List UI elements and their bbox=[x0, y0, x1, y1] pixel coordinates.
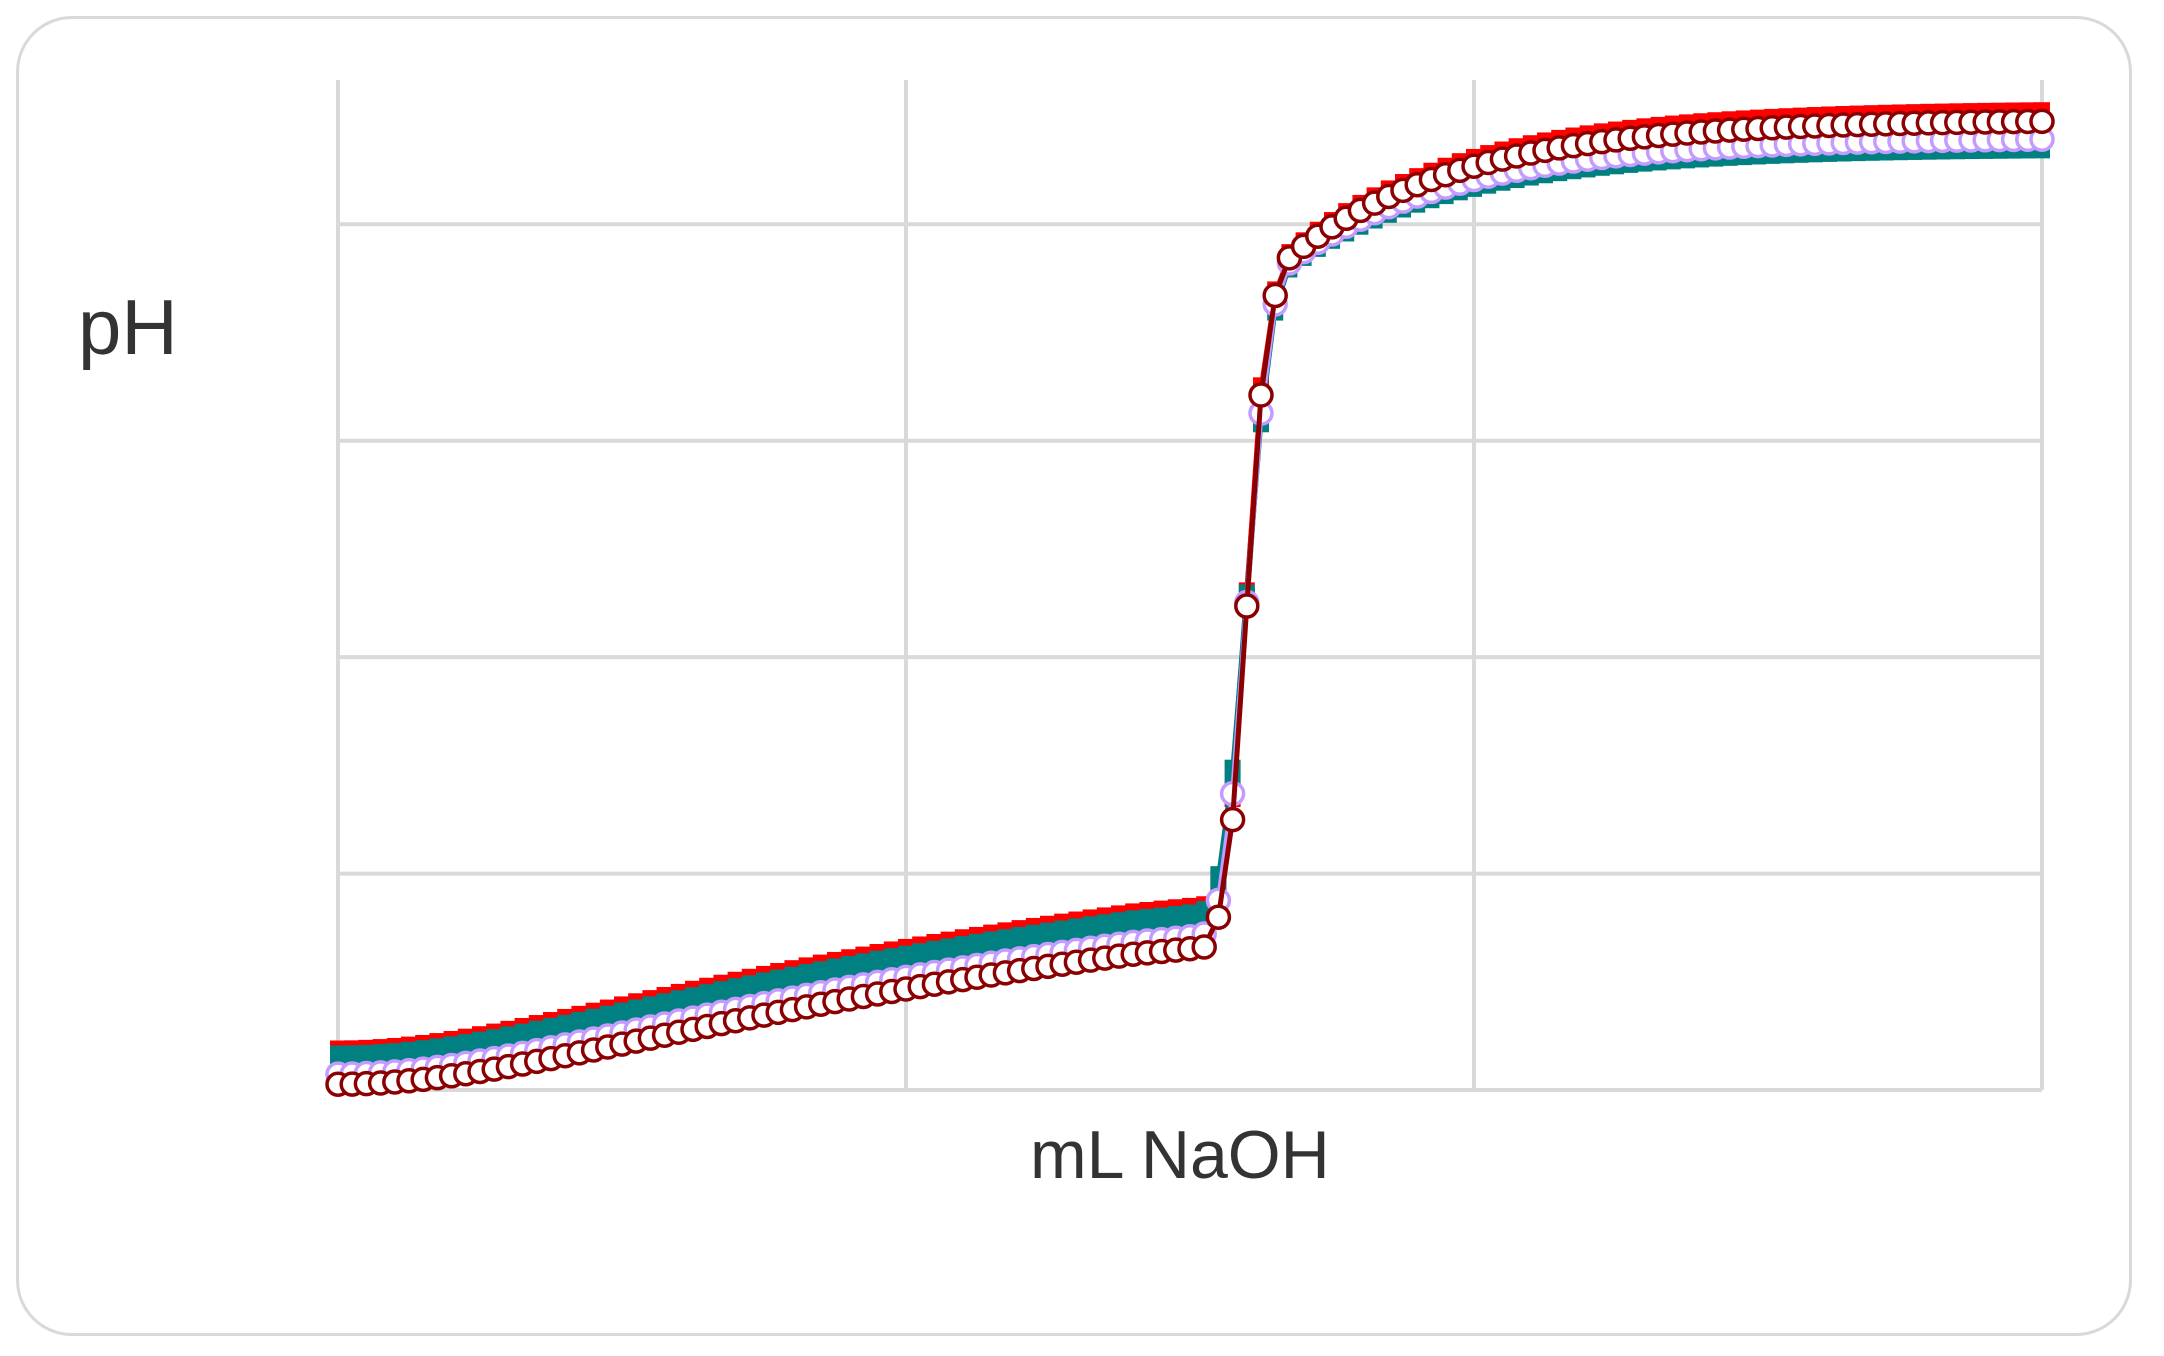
data-point-c bbox=[642, 996, 659, 1021]
data-point-c bbox=[713, 981, 730, 1006]
data-point-c bbox=[1111, 912, 1127, 937]
data-point-c bbox=[912, 943, 929, 968]
data-point-c bbox=[798, 964, 815, 989]
data-point-e bbox=[1191, 934, 1217, 960]
chart-grid bbox=[336, 80, 2044, 1092]
data-point-c bbox=[1040, 922, 1056, 947]
data-point-c bbox=[926, 940, 943, 965]
data-point-c bbox=[841, 955, 858, 980]
data-point-c bbox=[883, 948, 900, 973]
data-point-c bbox=[1011, 926, 1028, 951]
data-point-c bbox=[1096, 914, 1113, 939]
data-point-c bbox=[1182, 904, 1198, 929]
data-point-c bbox=[812, 961, 829, 986]
data-point-e bbox=[1248, 382, 1274, 408]
data-point-e bbox=[1219, 806, 1246, 833]
x-axis-label: mL NaOH bbox=[1030, 1117, 1330, 1193]
data-point-c bbox=[855, 953, 872, 978]
data-point-c bbox=[1125, 910, 1142, 935]
data-point-c bbox=[997, 929, 1014, 954]
data-point-c bbox=[656, 993, 673, 1018]
data-point-c bbox=[699, 984, 716, 1009]
data-point-c bbox=[784, 966, 801, 991]
data-point-c bbox=[983, 931, 1000, 956]
data-point-c bbox=[685, 987, 701, 1012]
data-point-c bbox=[898, 945, 914, 970]
data-point-c bbox=[614, 1002, 630, 1027]
data-point-c bbox=[770, 969, 787, 994]
data-point-c bbox=[756, 972, 772, 997]
data-point-e bbox=[2029, 108, 2055, 135]
data-point-c bbox=[827, 958, 843, 983]
data-point-c bbox=[1025, 924, 1042, 949]
data-point-c bbox=[628, 999, 645, 1024]
data-point-c bbox=[954, 936, 971, 961]
plot-area bbox=[325, 102, 2055, 1097]
data-point-c bbox=[1054, 920, 1071, 945]
data-point-c bbox=[940, 938, 957, 963]
data-point-c bbox=[1153, 907, 1170, 932]
data-point-c bbox=[599, 1005, 616, 1030]
y-axis-label: pH bbox=[78, 283, 178, 371]
data-point-c bbox=[727, 978, 744, 1003]
data-point-c bbox=[969, 933, 985, 958]
data-point-c bbox=[741, 975, 758, 1000]
data-point-c bbox=[585, 1008, 602, 1033]
data-point-c bbox=[1167, 906, 1184, 931]
data-point-c bbox=[1082, 916, 1099, 941]
data-point-e bbox=[1262, 282, 1288, 309]
data-point-c bbox=[670, 990, 687, 1015]
chart-frame bbox=[16, 16, 2132, 1336]
data-point-c bbox=[1068, 918, 1085, 943]
data-point-c bbox=[571, 1011, 588, 1036]
data-point-e bbox=[1205, 904, 1232, 930]
data-point-e bbox=[1234, 593, 1260, 619]
data-point-c bbox=[1139, 908, 1156, 933]
data-point-c bbox=[869, 950, 886, 975]
